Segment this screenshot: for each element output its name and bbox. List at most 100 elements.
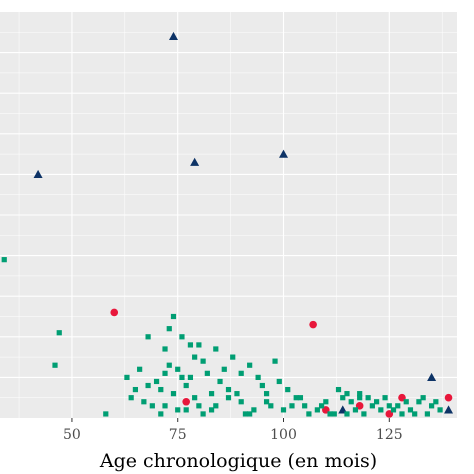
data-point-square bbox=[365, 395, 371, 401]
data-point-square bbox=[429, 403, 435, 409]
data-point-triangle bbox=[279, 149, 289, 158]
data-point-square bbox=[213, 346, 219, 352]
data-point-square bbox=[225, 386, 232, 393]
data-point-square bbox=[242, 411, 249, 417]
data-point-square bbox=[175, 366, 181, 372]
data-point-square bbox=[395, 403, 401, 409]
data-point-square bbox=[318, 403, 325, 409]
data-point-square bbox=[225, 395, 232, 401]
data-point-square bbox=[187, 374, 194, 380]
data-point-square bbox=[272, 358, 278, 364]
data-point-square bbox=[158, 411, 164, 417]
data-point-square bbox=[314, 407, 320, 413]
data-point-square bbox=[390, 407, 397, 413]
data-point-square bbox=[153, 378, 160, 385]
data-point-square bbox=[158, 386, 164, 393]
data-point-square bbox=[137, 366, 143, 372]
data-point-square bbox=[289, 403, 295, 409]
data-point-square bbox=[276, 378, 282, 385]
data-point-square bbox=[361, 411, 367, 417]
data-point-square bbox=[208, 407, 215, 413]
data-point-triangle bbox=[190, 157, 200, 166]
data-point-circle bbox=[182, 397, 190, 406]
x-tick-label: 125 bbox=[376, 427, 403, 443]
data-point-square bbox=[192, 395, 198, 401]
data-point-square bbox=[196, 403, 202, 409]
data-point-triangle bbox=[427, 372, 437, 381]
data-point-square bbox=[327, 411, 333, 417]
data-point-square bbox=[247, 411, 253, 417]
data-point-square bbox=[399, 411, 405, 417]
data-point-square bbox=[293, 395, 299, 401]
data-point-square bbox=[297, 395, 304, 401]
data-point-square bbox=[200, 411, 206, 417]
data-point-square bbox=[348, 399, 354, 405]
data-point-square bbox=[145, 334, 151, 340]
data-point-square bbox=[162, 346, 168, 352]
data-point-square bbox=[162, 403, 168, 409]
data-point-square bbox=[166, 326, 172, 332]
x-tick-label: 75 bbox=[169, 427, 187, 443]
data-point-square bbox=[192, 354, 198, 360]
data-point-square bbox=[170, 313, 177, 320]
data-point-square bbox=[374, 399, 380, 405]
x-tick-label: 100 bbox=[270, 427, 297, 443]
data-point-square bbox=[357, 395, 363, 401]
data-point-square bbox=[323, 399, 329, 405]
data-point-square bbox=[221, 366, 227, 372]
data-point-square bbox=[437, 407, 443, 413]
data-point-square bbox=[183, 407, 189, 413]
data-point-square bbox=[103, 411, 109, 417]
data-point-square bbox=[132, 386, 139, 393]
data-point-square bbox=[149, 403, 155, 409]
data-point-square bbox=[251, 407, 257, 413]
data-point-square bbox=[412, 411, 418, 417]
data-point-circle bbox=[110, 308, 119, 317]
data-point-square bbox=[247, 362, 253, 368]
data-point-square bbox=[141, 399, 147, 405]
data-point-square bbox=[175, 407, 181, 413]
data-point-square bbox=[416, 399, 422, 405]
data-point-square bbox=[386, 403, 392, 409]
data-point-square bbox=[56, 330, 62, 336]
data-point-square bbox=[352, 407, 359, 413]
data-point-square bbox=[331, 411, 337, 417]
x-tick-label: 50 bbox=[63, 427, 81, 443]
grid-minor-lines bbox=[0, 12, 457, 418]
data-point-square bbox=[238, 399, 244, 405]
data-point-square bbox=[420, 395, 426, 401]
data-point-square bbox=[183, 382, 189, 389]
data-point-square bbox=[170, 391, 177, 397]
data-point-square bbox=[369, 403, 375, 409]
data-point-square bbox=[162, 370, 168, 376]
data-point-square bbox=[263, 399, 270, 405]
data-point-square bbox=[166, 362, 172, 368]
data-point-square bbox=[302, 403, 308, 409]
data-point-square bbox=[179, 334, 185, 340]
data-point-square bbox=[238, 370, 244, 376]
data-point-square bbox=[357, 391, 363, 397]
data-point-square bbox=[403, 399, 409, 405]
data-point-square bbox=[234, 391, 240, 397]
data-point-square bbox=[128, 395, 134, 401]
data-point-circle bbox=[309, 320, 317, 329]
data-point-square bbox=[433, 399, 439, 405]
data-point-square bbox=[208, 391, 215, 397]
data-point-square bbox=[204, 370, 210, 376]
data-point-square bbox=[424, 411, 430, 417]
data-point-square bbox=[268, 403, 274, 409]
data-point-square bbox=[230, 354, 236, 360]
data-point-triangle bbox=[168, 31, 178, 40]
data-point-square bbox=[378, 407, 384, 413]
data-point-square bbox=[263, 391, 270, 397]
data-point-square bbox=[285, 386, 291, 393]
data-point-square bbox=[255, 374, 261, 380]
data-point-square bbox=[340, 395, 346, 401]
data-point-square bbox=[407, 407, 414, 413]
x-axis-title: Age chronologique (en mois) bbox=[99, 450, 377, 472]
data-point-square bbox=[344, 411, 350, 417]
data-point-square bbox=[335, 386, 342, 393]
data-point-square bbox=[217, 378, 223, 385]
